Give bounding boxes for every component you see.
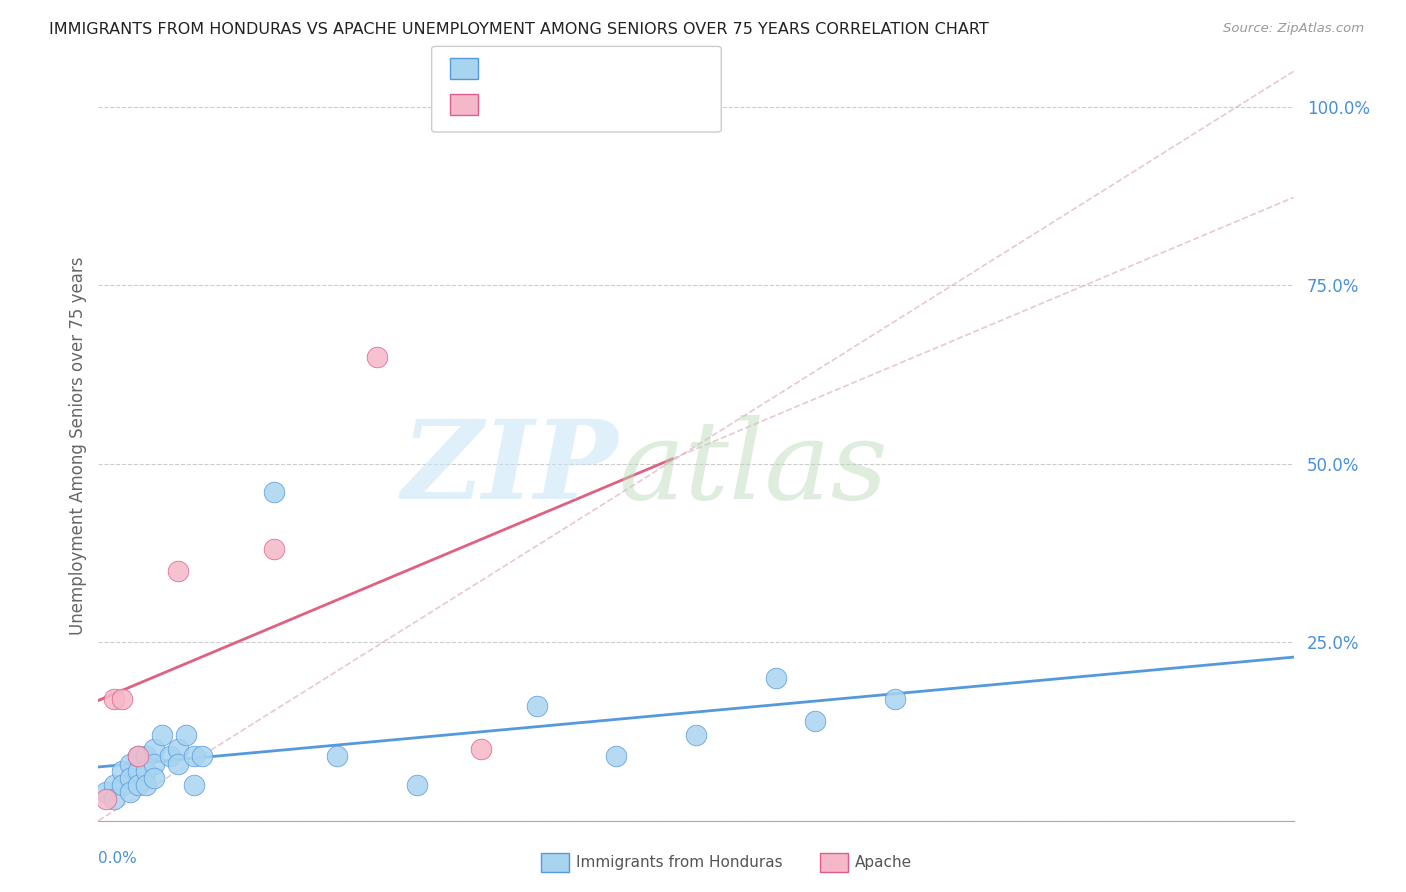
Point xyxy=(167,564,190,578)
Point xyxy=(111,764,134,778)
Text: 8: 8 xyxy=(602,97,613,112)
Text: 34: 34 xyxy=(602,62,623,76)
Point xyxy=(111,778,134,792)
Point xyxy=(150,728,173,742)
Point xyxy=(326,749,349,764)
Point xyxy=(605,749,627,764)
Text: 0.194: 0.194 xyxy=(524,62,572,76)
Point xyxy=(263,485,285,500)
Text: Apache: Apache xyxy=(855,855,912,870)
Text: atlas: atlas xyxy=(619,415,889,522)
Text: IMMIGRANTS FROM HONDURAS VS APACHE UNEMPLOYMENT AMONG SENIORS OVER 75 YEARS CORR: IMMIGRANTS FROM HONDURAS VS APACHE UNEMP… xyxy=(49,22,988,37)
Point xyxy=(143,756,166,771)
Point xyxy=(406,778,429,792)
Point xyxy=(366,350,388,364)
Point xyxy=(135,749,157,764)
Point xyxy=(127,778,149,792)
Point xyxy=(174,728,197,742)
Point xyxy=(127,749,149,764)
Point xyxy=(526,699,548,714)
Text: R =: R = xyxy=(492,97,526,112)
Point xyxy=(143,771,166,785)
Point xyxy=(143,742,166,756)
Text: ZIP: ZIP xyxy=(402,415,619,522)
Point xyxy=(120,756,142,771)
Point xyxy=(884,692,907,706)
Point xyxy=(804,714,827,728)
Point xyxy=(103,692,125,706)
Point xyxy=(167,756,190,771)
Point xyxy=(685,728,707,742)
Point xyxy=(135,778,157,792)
Point xyxy=(470,742,492,756)
Point xyxy=(183,778,205,792)
Text: Source: ZipAtlas.com: Source: ZipAtlas.com xyxy=(1223,22,1364,36)
Text: Immigrants from Honduras: Immigrants from Honduras xyxy=(576,855,783,870)
Point xyxy=(120,771,142,785)
Point xyxy=(103,778,125,792)
Text: N =: N = xyxy=(571,62,605,76)
Point xyxy=(159,749,181,764)
Point xyxy=(120,785,142,799)
Point xyxy=(127,764,149,778)
Point xyxy=(111,692,134,706)
Point xyxy=(191,749,214,764)
Point xyxy=(96,785,118,799)
Point xyxy=(765,671,787,685)
Point xyxy=(96,792,118,806)
Point xyxy=(103,792,125,806)
Point xyxy=(127,749,149,764)
Text: 0.0%: 0.0% xyxy=(98,851,138,865)
Point xyxy=(167,742,190,756)
Point xyxy=(263,542,285,557)
Text: N =: N = xyxy=(571,97,605,112)
Point xyxy=(183,749,205,764)
Text: R =: R = xyxy=(492,62,526,76)
Point xyxy=(135,764,157,778)
Text: 0.554: 0.554 xyxy=(524,97,572,112)
Y-axis label: Unemployment Among Seniors over 75 years: Unemployment Among Seniors over 75 years xyxy=(69,257,87,635)
